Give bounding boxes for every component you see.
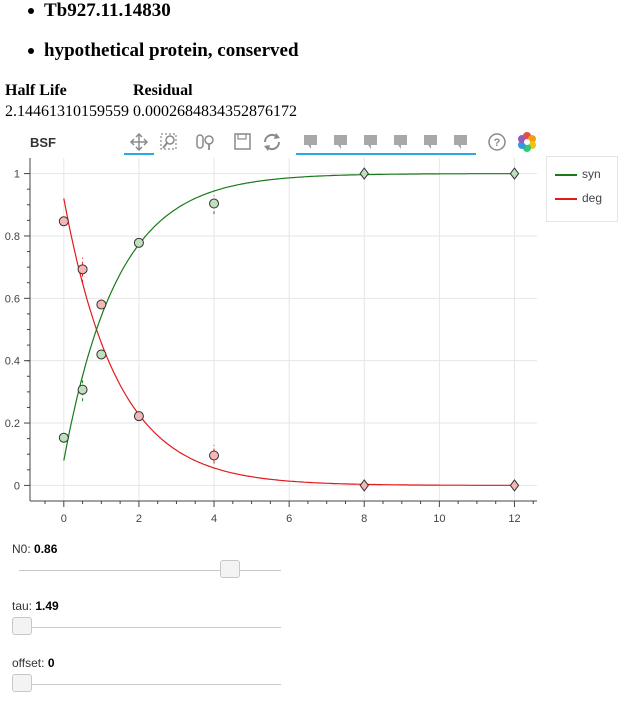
deg-point[interactable] <box>96 299 107 310</box>
hover-icon[interactable] <box>450 131 472 153</box>
x-tick-label: 12 <box>508 513 520 525</box>
save-icon[interactable] <box>232 131 254 153</box>
deg-point[interactable] <box>133 411 144 422</box>
slider-offset-name: offset: <box>12 656 45 670</box>
grid-lines <box>30 158 537 501</box>
syn-point[interactable] <box>77 384 88 395</box>
slider-tau-value: 1.49 <box>35 599 59 613</box>
residual-value: 0.0002684834352876172 <box>133 103 297 120</box>
legend-label-syn: syn <box>582 167 601 181</box>
slider-offset-value: 0 <box>47 656 55 670</box>
legend-label-deg: deg <box>582 191 603 205</box>
legend-swatch-deg <box>555 198 577 200</box>
slider-n0-track[interactable] <box>19 570 281 571</box>
half-life-value: 2.14461310159559 <box>5 103 129 120</box>
x-tick-label: 0 <box>61 513 67 525</box>
y-tick-label: 0.2 <box>5 418 20 430</box>
slider-tau-name: tau: <box>12 599 33 613</box>
deg-point[interactable] <box>509 479 520 492</box>
plot-title: BSF <box>30 135 56 150</box>
deg-point[interactable] <box>58 216 69 227</box>
syn-point[interactable] <box>58 432 69 443</box>
bullet-dot <box>28 48 34 54</box>
x-tick-label: 8 <box>361 513 367 525</box>
legend-swatch-syn <box>555 174 577 176</box>
bokeh-logo-icon[interactable] <box>516 131 538 153</box>
help-icon[interactable]: ? <box>486 131 508 153</box>
slider-offset-handle[interactable] <box>12 674 32 692</box>
hover-icon[interactable] <box>330 131 352 153</box>
residual-header: Residual <box>133 82 193 99</box>
hover-icon[interactable] <box>390 131 412 153</box>
bullet-dot <box>28 8 34 14</box>
x-tick-label: 10 <box>433 513 445 525</box>
x-tick-label: 4 <box>211 513 217 525</box>
data-points[interactable] <box>58 167 520 492</box>
active-tool-indicator <box>124 153 154 155</box>
y-tick-label: 1 <box>14 169 20 181</box>
decay-chart[interactable]: 0 2 4 6 8 10 12 0 0.2 0.4 0.6 0.8 1 <box>0 150 627 530</box>
chart-legend[interactable]: syn deg <box>546 156 618 222</box>
y-tick-label: 0.4 <box>5 356 20 368</box>
wheel-zoom-icon[interactable] <box>194 131 216 153</box>
plot-toolbar: BSF <box>0 129 627 157</box>
slider-n0-label: N0: 0.86 <box>12 542 57 556</box>
syn-point[interactable] <box>359 167 369 180</box>
hover-icon[interactable] <box>420 131 442 153</box>
slider-n0-name: N0: <box>12 542 31 556</box>
slider-offset-track[interactable] <box>19 684 281 685</box>
pan-icon[interactable] <box>128 131 150 153</box>
slider-n0-handle[interactable] <box>220 560 241 578</box>
slider-tau-label: tau: 1.49 <box>12 599 59 613</box>
active-hover-indicator <box>296 153 476 155</box>
axes: 0 2 4 6 8 10 12 0 0.2 0.4 0.6 0.8 1 <box>5 158 537 525</box>
gene-description: hypothetical protein, conserved <box>44 40 299 61</box>
slider-tau-handle[interactable] <box>12 617 32 635</box>
gene-id: Tb927.11.14830 <box>44 0 171 21</box>
hover-icon[interactable] <box>360 131 382 153</box>
y-tick-label: 0.8 <box>5 231 20 243</box>
half-life-header: Half Life <box>5 82 67 99</box>
syn-point[interactable] <box>96 349 107 360</box>
slider-n0-value: 0.86 <box>34 542 58 556</box>
x-tick-label: 6 <box>286 513 292 525</box>
deg-point[interactable] <box>77 264 88 275</box>
slider-tau-track[interactable] <box>19 627 281 628</box>
syn-point[interactable] <box>509 167 520 180</box>
svg-text:?: ? <box>494 137 501 149</box>
deg-point[interactable] <box>359 479 369 492</box>
box-zoom-icon[interactable] <box>158 131 180 153</box>
reset-icon[interactable] <box>261 131 283 153</box>
hover-icon[interactable] <box>300 131 322 153</box>
y-tick-label: 0 <box>14 480 20 492</box>
syn-point[interactable] <box>209 198 220 209</box>
syn-point[interactable] <box>133 237 144 248</box>
y-tick-label: 0.6 <box>5 293 20 305</box>
deg-point[interactable] <box>209 450 220 461</box>
slider-offset-label: offset: 0 <box>12 656 55 670</box>
x-tick-label: 2 <box>136 513 142 525</box>
